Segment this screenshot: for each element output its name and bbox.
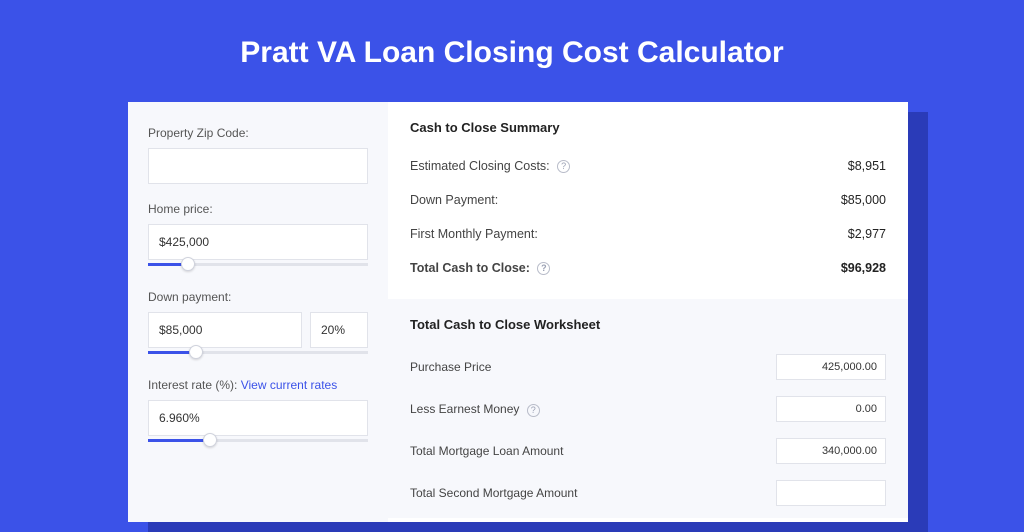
worksheet-row-input[interactable] bbox=[776, 354, 886, 380]
worksheet-row: Purchase Price bbox=[410, 346, 886, 388]
worksheet-row-label: Total Mortgage Loan Amount bbox=[410, 444, 563, 458]
worksheet-row-input[interactable] bbox=[776, 438, 886, 464]
zip-field-group: Property Zip Code: bbox=[148, 126, 368, 184]
worksheet-row-label-text: Less Earnest Money bbox=[410, 402, 519, 416]
slider-thumb[interactable] bbox=[181, 257, 195, 271]
home-price-slider[interactable] bbox=[148, 258, 368, 272]
home-price-input[interactable] bbox=[148, 224, 368, 260]
down-payment-label: Down payment: bbox=[148, 290, 368, 304]
calculator-card: Property Zip Code: Home price: Down paym… bbox=[128, 102, 908, 522]
slider-thumb[interactable] bbox=[203, 433, 217, 447]
down-payment-input-row bbox=[148, 312, 368, 348]
worksheet-row: Total Second Mortgage Amount bbox=[410, 472, 886, 514]
worksheet-row-label: Purchase Price bbox=[410, 360, 491, 374]
page-title: Pratt VA Loan Closing Cost Calculator bbox=[0, 0, 1024, 98]
worksheet-title: Total Cash to Close Worksheet bbox=[410, 317, 886, 332]
worksheet-panel: Total Cash to Close Worksheet Purchase P… bbox=[388, 299, 908, 518]
worksheet-row: Total Mortgage Loan Amount bbox=[410, 430, 886, 472]
worksheet-row-input[interactable] bbox=[776, 480, 886, 506]
help-icon[interactable]: ? bbox=[557, 160, 570, 173]
summary-row-label: First Monthly Payment: bbox=[410, 227, 538, 241]
results-panel: Cash to Close Summary Estimated Closing … bbox=[388, 102, 908, 522]
summary-row-value: $8,951 bbox=[848, 159, 886, 173]
summary-row-label: Down Payment: bbox=[410, 193, 498, 207]
zip-label: Property Zip Code: bbox=[148, 126, 368, 140]
worksheet-row-label: Less Earnest Money ? bbox=[410, 402, 540, 416]
zip-input[interactable] bbox=[148, 148, 368, 184]
down-payment-field-group: Down payment: bbox=[148, 290, 368, 360]
summary-row: Down Payment: $85,000 bbox=[410, 183, 886, 217]
help-icon[interactable]: ? bbox=[537, 262, 550, 275]
home-price-label: Home price: bbox=[148, 202, 368, 216]
down-payment-input[interactable] bbox=[148, 312, 302, 348]
inputs-panel: Property Zip Code: Home price: Down paym… bbox=[128, 102, 388, 522]
summary-total-label-text: Total Cash to Close: bbox=[410, 261, 530, 275]
summary-total-row: Total Cash to Close: ? $96,928 bbox=[410, 251, 886, 285]
worksheet-row-label: Total Second Mortgage Amount bbox=[410, 486, 577, 500]
view-rates-link[interactable]: View current rates bbox=[241, 378, 338, 392]
summary-row: First Monthly Payment: $2,977 bbox=[410, 217, 886, 251]
summary-row-value: $2,977 bbox=[848, 227, 886, 241]
summary-row: Estimated Closing Costs: ? $8,951 bbox=[410, 149, 886, 183]
interest-rate-label: Interest rate (%): View current rates bbox=[148, 378, 368, 392]
summary-row-label: Estimated Closing Costs: ? bbox=[410, 159, 570, 173]
summary-title: Cash to Close Summary bbox=[410, 120, 886, 135]
summary-row-label-text: Estimated Closing Costs: bbox=[410, 159, 550, 173]
help-icon[interactable]: ? bbox=[527, 404, 540, 417]
down-payment-slider[interactable] bbox=[148, 346, 368, 360]
summary-total-value: $96,928 bbox=[841, 261, 886, 275]
worksheet-row-input[interactable] bbox=[776, 396, 886, 422]
summary-row-value: $85,000 bbox=[841, 193, 886, 207]
interest-rate-input[interactable] bbox=[148, 400, 368, 436]
worksheet-row: Less Earnest Money ? bbox=[410, 388, 886, 430]
slider-fill bbox=[148, 439, 210, 442]
summary-total-label: Total Cash to Close: ? bbox=[410, 261, 550, 275]
interest-rate-field-group: Interest rate (%): View current rates bbox=[148, 378, 368, 448]
slider-thumb[interactable] bbox=[189, 345, 203, 359]
interest-rate-slider[interactable] bbox=[148, 434, 368, 448]
home-price-field-group: Home price: bbox=[148, 202, 368, 272]
down-payment-pct-input[interactable] bbox=[310, 312, 368, 348]
interest-rate-label-text: Interest rate (%): bbox=[148, 378, 237, 392]
